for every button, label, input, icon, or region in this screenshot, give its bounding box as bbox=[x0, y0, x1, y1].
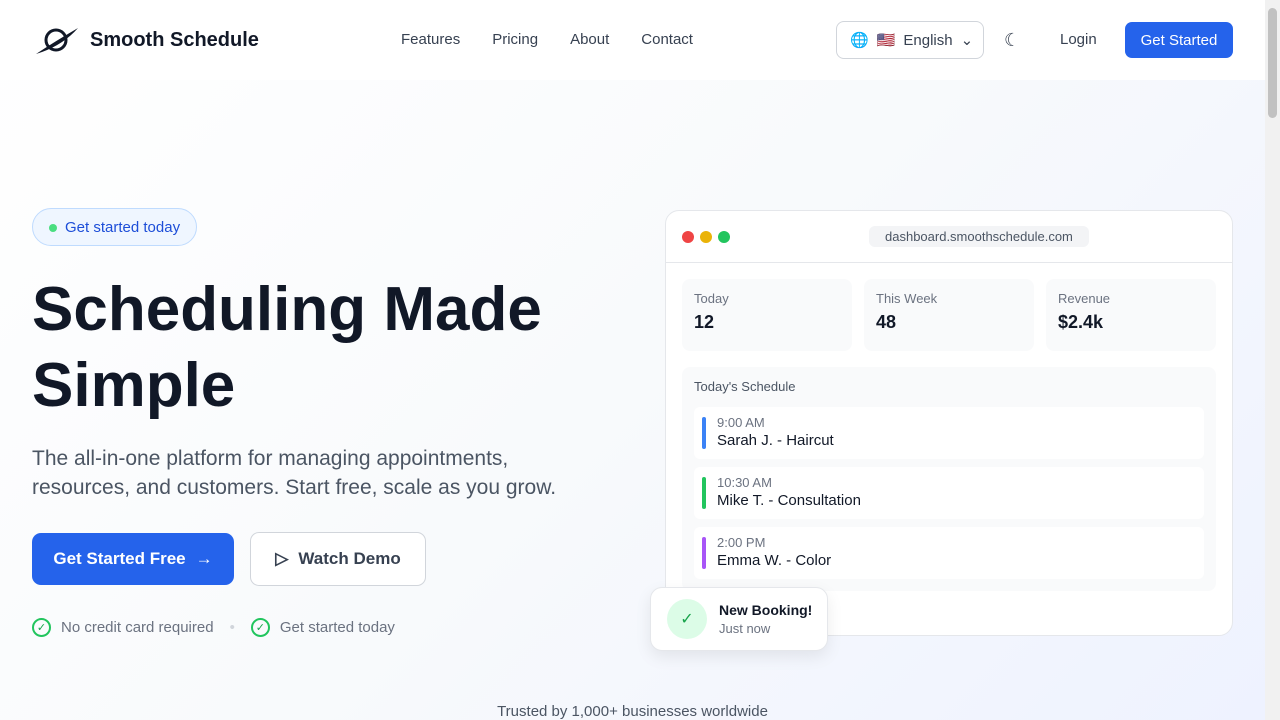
cta-label: Watch Demo bbox=[298, 549, 401, 568]
stat-revenue: Revenue $2.4k bbox=[1046, 279, 1216, 351]
hero-badge: Get started today bbox=[32, 208, 198, 246]
check-text: No credit card required bbox=[61, 619, 214, 636]
nav-pricing[interactable]: Pricing bbox=[492, 31, 539, 48]
item-time: 2:00 PM bbox=[717, 535, 766, 550]
stat-label: Today bbox=[694, 291, 729, 306]
url-bar: dashboard.smoothschedule.com bbox=[869, 226, 1089, 247]
item-name: Emma W. - Color bbox=[717, 552, 832, 569]
new-booking-toast: ✓ New Booking! Just now bbox=[650, 587, 828, 651]
check-circle-icon: ✓ bbox=[667, 599, 707, 639]
hero-checks: ✓ No credit card required • ✓ Get started … bbox=[32, 618, 395, 637]
chevron-down-icon: ⌄ bbox=[960, 32, 974, 49]
stat-value: 12 bbox=[694, 312, 715, 332]
green-dot bbox=[718, 231, 730, 243]
watch-demo-button[interactable]: ▷ Watch Demo bbox=[250, 532, 426, 586]
play-icon: ▷ bbox=[275, 549, 289, 568]
language-label: English bbox=[903, 31, 953, 49]
toast-time: Just now bbox=[719, 621, 771, 636]
check-circle-icon: ✓ bbox=[250, 618, 270, 637]
toast-title: New Booking! bbox=[719, 602, 813, 618]
hero-title: Scheduling Made Simple bbox=[32, 275, 542, 420]
nav-features[interactable]: Features bbox=[401, 31, 461, 48]
scrollbar[interactable] bbox=[1265, 0, 1280, 720]
yellow-dot bbox=[700, 231, 712, 243]
scrollbar-thumb[interactable] bbox=[1268, 8, 1277, 118]
stat-value: $2.4k bbox=[1058, 312, 1104, 332]
stat-week: This Week 48 bbox=[864, 279, 1034, 351]
schedule-panel: Today's Schedule 9:00 AM Sarah J. - Hairc… bbox=[682, 367, 1216, 591]
check-circle-icon: ✓ bbox=[32, 618, 51, 637]
brand-name: Smooth Schedule bbox=[90, 28, 259, 51]
check-text: Get started today bbox=[279, 619, 395, 636]
schedule-item: 9:00 AM Sarah J. - Haircut bbox=[694, 407, 1204, 459]
top-nav: Smooth Schedule Features Pricing About C… bbox=[0, 0, 1265, 80]
stat-today: Today 12 bbox=[682, 279, 852, 351]
schedule-item: 10:30 AM Mike T. - Consultation bbox=[694, 467, 1204, 519]
item-name: Sarah J. - Haircut bbox=[717, 432, 834, 449]
separator-dot: • bbox=[229, 619, 235, 636]
schedule-item: 2:00 PM Emma W. - Color bbox=[694, 527, 1204, 579]
dashboard-preview: dashboard.smoothschedule.com Today 12 Thi… bbox=[665, 210, 1233, 636]
hero-subtitle: The all-in-one platform for managing app… bbox=[32, 447, 557, 499]
logo-icon bbox=[36, 28, 78, 54]
schedule-title: Today's Schedule bbox=[694, 379, 796, 394]
brand-logo[interactable]: Smooth Schedule bbox=[34, 24, 259, 56]
us-flag-icon: 🇺🇸 bbox=[876, 32, 896, 49]
stat-label: This Week bbox=[876, 291, 938, 306]
dark-mode-toggle-moon-icon[interactable]: ☾ bbox=[1004, 30, 1021, 50]
nav-about[interactable]: About bbox=[570, 31, 610, 48]
nav-contact[interactable]: Contact bbox=[641, 31, 693, 48]
language-select[interactable]: 🌐 🇺🇸 English ⌄ bbox=[836, 21, 984, 59]
trusted-by-text: Trusted by 1,000+ businesses worldwide bbox=[497, 703, 768, 720]
get-started-free-button[interactable]: Get Started Free → bbox=[32, 533, 234, 585]
login-link[interactable]: Login bbox=[1060, 31, 1097, 48]
browser-bar: dashboard.smoothschedule.com bbox=[666, 211, 1232, 263]
item-time: 10:30 AM bbox=[717, 475, 772, 490]
arrow-right-icon: → bbox=[195, 549, 213, 568]
item-time: 9:00 AM bbox=[717, 415, 765, 430]
get-started-button[interactable]: Get Started bbox=[1125, 22, 1233, 58]
stat-value: 48 bbox=[876, 312, 897, 332]
stat-label: Revenue bbox=[1058, 291, 1111, 306]
item-name: Mike T. - Consultation bbox=[717, 492, 861, 509]
globe-icon: 🌐 bbox=[850, 32, 869, 49]
red-dot bbox=[682, 231, 694, 243]
cta-label: Get Started Free bbox=[53, 549, 186, 568]
